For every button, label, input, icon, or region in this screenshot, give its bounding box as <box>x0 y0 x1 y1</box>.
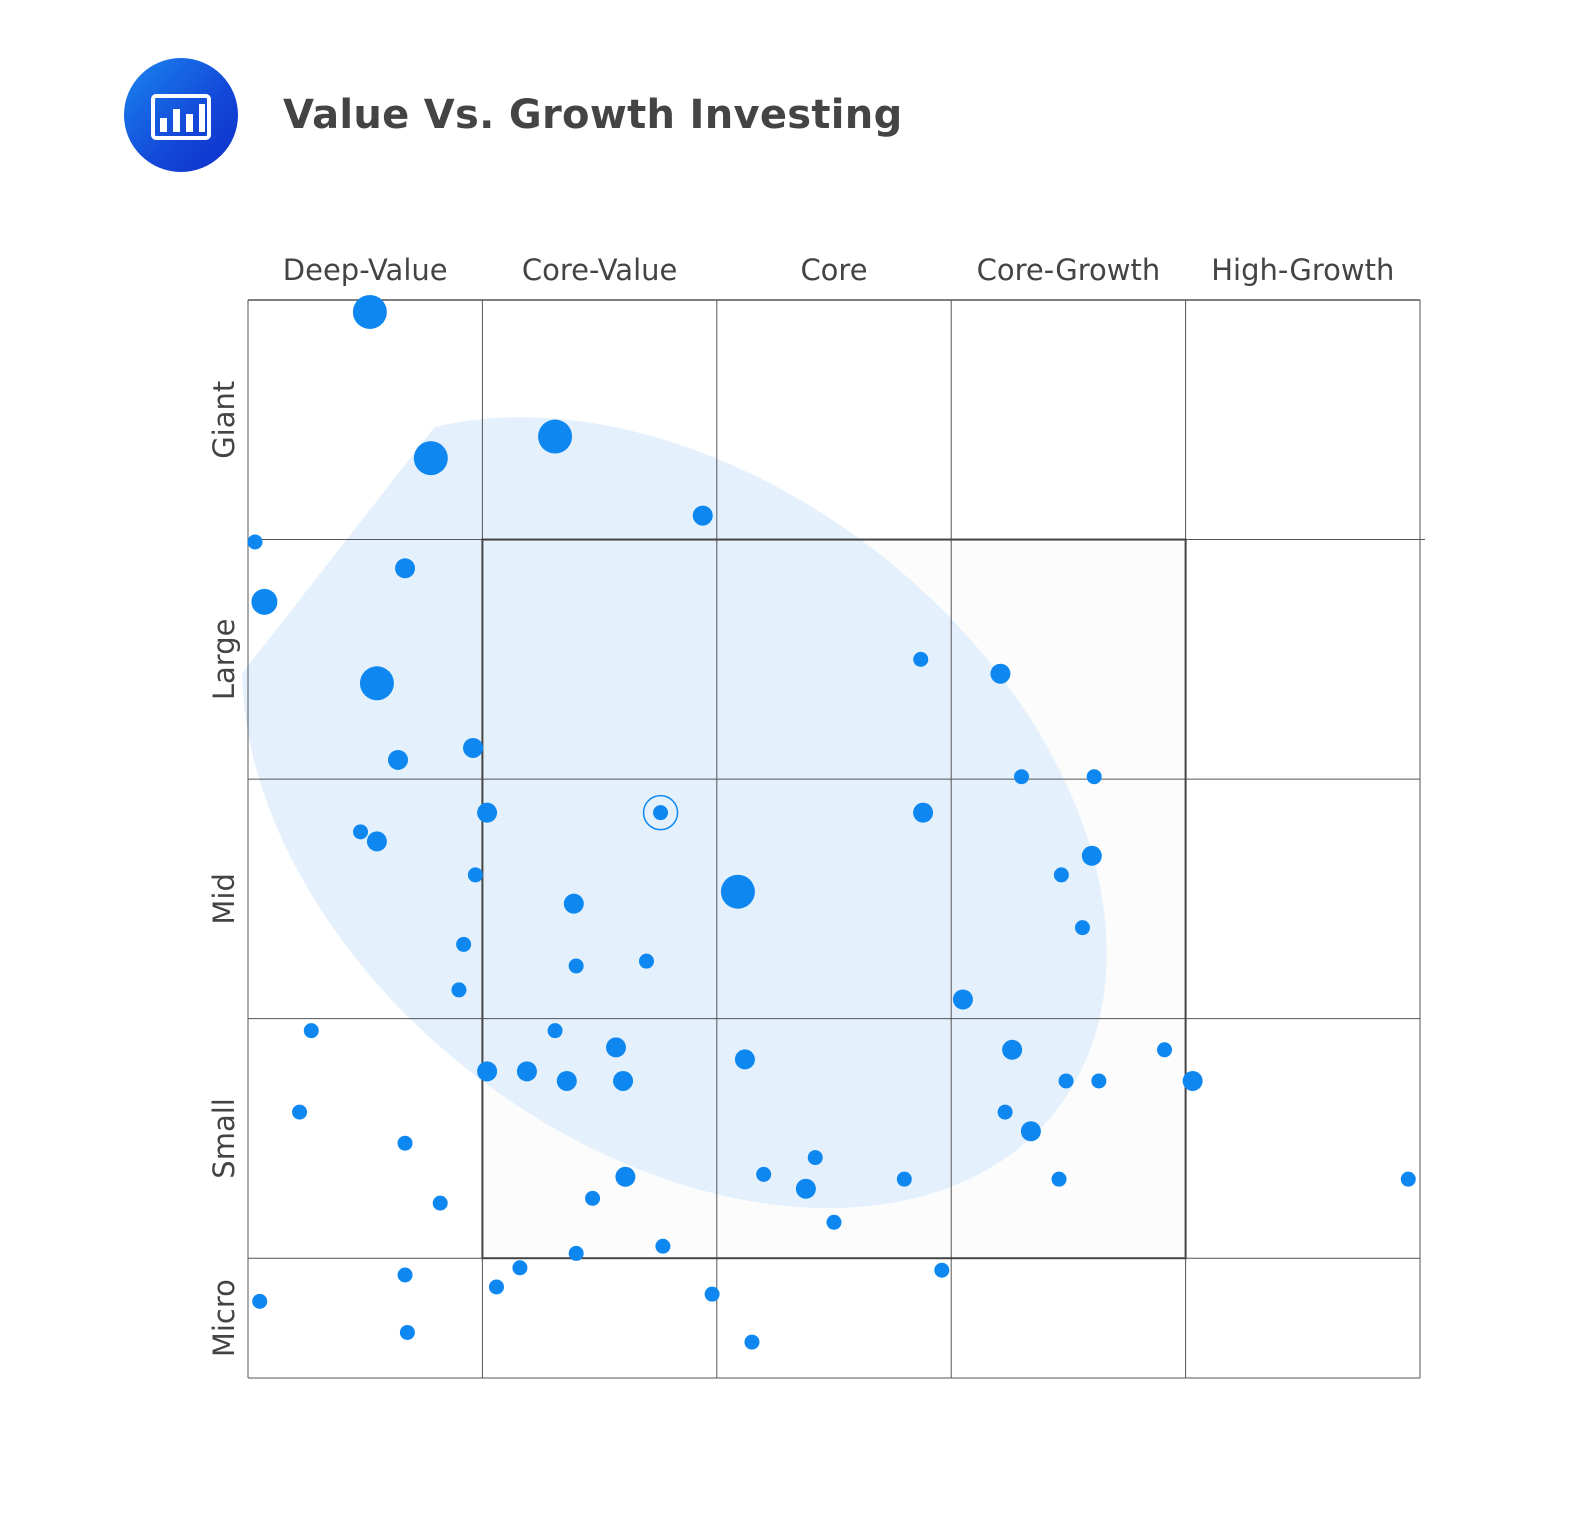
y-tick-label: Mid <box>207 873 241 925</box>
data-point <box>653 805 669 821</box>
data-point <box>547 1023 563 1039</box>
data-point <box>1182 1070 1203 1091</box>
data-point <box>556 1070 577 1091</box>
data-point <box>477 802 498 823</box>
data-point <box>1157 1042 1173 1058</box>
data-point <box>303 1023 319 1039</box>
data-point <box>756 1166 772 1182</box>
data-point <box>538 419 573 454</box>
data-point <box>997 1104 1013 1120</box>
data-point <box>477 1061 498 1082</box>
data-point <box>395 558 416 579</box>
y-tick-label: Giant <box>207 381 241 459</box>
bar-chart-icon <box>151 94 211 140</box>
data-point <box>251 588 278 615</box>
data-point <box>252 1293 268 1309</box>
data-point <box>1051 1171 1067 1187</box>
x-tick-label: Core-Growth <box>977 253 1161 287</box>
data-point <box>826 1214 842 1230</box>
data-point <box>734 1049 755 1070</box>
data-point <box>563 893 584 914</box>
data-point <box>397 1135 413 1151</box>
data-point <box>568 1245 584 1261</box>
data-point <box>1002 1039 1023 1060</box>
data-point <box>1053 867 1069 883</box>
data-point <box>720 874 755 909</box>
data-point <box>366 831 387 852</box>
data-point <box>1086 769 1102 785</box>
data-point <box>795 1178 816 1199</box>
data-point <box>397 1267 413 1283</box>
data-point <box>606 1037 627 1058</box>
data-point <box>432 1195 448 1211</box>
data-point <box>692 505 713 526</box>
x-tick-label: Deep-Value <box>283 253 448 287</box>
data-point <box>413 441 448 476</box>
data-point <box>1400 1171 1416 1187</box>
x-tick-label: Core-Value <box>522 253 678 287</box>
x-tick-label: High-Growth <box>1211 253 1394 287</box>
data-point <box>1020 1121 1041 1142</box>
x-tick-label: Core <box>800 253 867 287</box>
data-point <box>1081 845 1102 866</box>
data-point <box>568 958 584 974</box>
data-point <box>585 1190 601 1206</box>
data-point <box>359 666 394 701</box>
data-point <box>451 982 467 998</box>
data-point <box>934 1262 950 1278</box>
data-point <box>388 749 409 770</box>
data-point <box>292 1104 308 1120</box>
page-title: Value Vs. Growth Investing <box>283 92 903 138</box>
data-point <box>896 1171 912 1187</box>
data-point <box>247 534 263 550</box>
data-point <box>913 651 929 667</box>
centroid-marker <box>642 794 679 831</box>
logo-icon <box>124 58 238 172</box>
data-point <box>807 1150 823 1166</box>
data-point <box>952 989 973 1010</box>
data-point <box>1014 769 1030 785</box>
data-point <box>1058 1073 1074 1089</box>
data-point <box>744 1334 760 1350</box>
data-point <box>399 1324 415 1340</box>
data-point <box>352 294 387 329</box>
data-point <box>1074 920 1090 936</box>
data-point <box>516 1061 537 1082</box>
data-point <box>1091 1073 1107 1089</box>
data-point <box>488 1279 504 1295</box>
y-tick-label: Micro <box>207 1279 241 1357</box>
data-point <box>467 867 483 883</box>
data-point <box>615 1166 636 1187</box>
data-point <box>704 1286 720 1302</box>
data-point <box>655 1238 671 1254</box>
highlight-box <box>481 538 1187 1260</box>
data-point <box>990 663 1011 684</box>
data-point <box>456 936 472 952</box>
y-tick-label: Large <box>207 619 241 701</box>
data-point <box>638 953 654 969</box>
ownership-zone <box>242 417 1107 1209</box>
data-point <box>913 802 934 823</box>
data-point <box>353 824 369 840</box>
data-point <box>512 1260 528 1276</box>
data-point <box>613 1070 634 1091</box>
data-point <box>463 737 484 758</box>
y-tick-label: Small <box>207 1098 241 1179</box>
